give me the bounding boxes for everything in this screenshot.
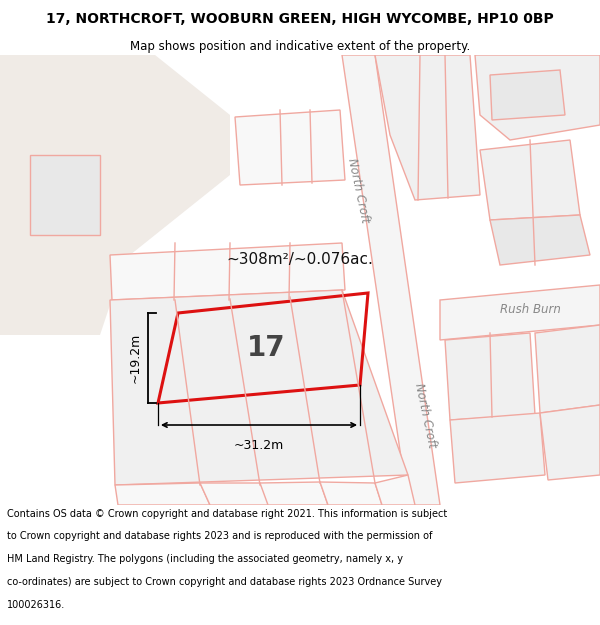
Polygon shape bbox=[110, 290, 408, 485]
Text: Contains OS data © Crown copyright and database right 2021. This information is : Contains OS data © Crown copyright and d… bbox=[7, 509, 448, 519]
Polygon shape bbox=[375, 475, 415, 505]
Text: North Croft: North Croft bbox=[345, 156, 371, 224]
Text: ~31.2m: ~31.2m bbox=[234, 439, 284, 452]
Text: Map shows position and indicative extent of the property.: Map shows position and indicative extent… bbox=[130, 39, 470, 52]
Polygon shape bbox=[30, 155, 100, 235]
Polygon shape bbox=[115, 483, 210, 505]
Polygon shape bbox=[342, 55, 440, 505]
Polygon shape bbox=[475, 55, 600, 140]
Text: 17, NORTHCROFT, WOOBURN GREEN, HIGH WYCOMBE, HP10 0BP: 17, NORTHCROFT, WOOBURN GREEN, HIGH WYCO… bbox=[46, 12, 554, 26]
Polygon shape bbox=[375, 55, 480, 200]
Text: North Croft: North Croft bbox=[412, 381, 438, 449]
Text: ~19.2m: ~19.2m bbox=[129, 333, 142, 383]
Polygon shape bbox=[0, 55, 230, 335]
Text: 100026316.: 100026316. bbox=[7, 600, 65, 610]
Text: co-ordinates) are subject to Crown copyright and database rights 2023 Ordnance S: co-ordinates) are subject to Crown copyr… bbox=[7, 577, 442, 587]
Text: 17: 17 bbox=[247, 334, 286, 362]
Polygon shape bbox=[110, 243, 345, 300]
Text: Rush Burn: Rush Burn bbox=[500, 304, 560, 316]
Polygon shape bbox=[440, 285, 600, 340]
Polygon shape bbox=[490, 215, 590, 265]
Polygon shape bbox=[490, 70, 565, 120]
Text: to Crown copyright and database rights 2023 and is reproduced with the permissio: to Crown copyright and database rights 2… bbox=[7, 531, 433, 541]
Polygon shape bbox=[450, 413, 545, 483]
Polygon shape bbox=[320, 482, 382, 505]
Polygon shape bbox=[535, 325, 600, 413]
Polygon shape bbox=[200, 483, 270, 505]
Text: ~308m²/~0.076ac.: ~308m²/~0.076ac. bbox=[227, 253, 373, 268]
Polygon shape bbox=[480, 140, 580, 220]
Polygon shape bbox=[540, 405, 600, 480]
Polygon shape bbox=[260, 482, 328, 505]
Polygon shape bbox=[445, 333, 535, 420]
Polygon shape bbox=[235, 110, 345, 185]
Text: HM Land Registry. The polygons (including the associated geometry, namely x, y: HM Land Registry. The polygons (includin… bbox=[7, 554, 403, 564]
